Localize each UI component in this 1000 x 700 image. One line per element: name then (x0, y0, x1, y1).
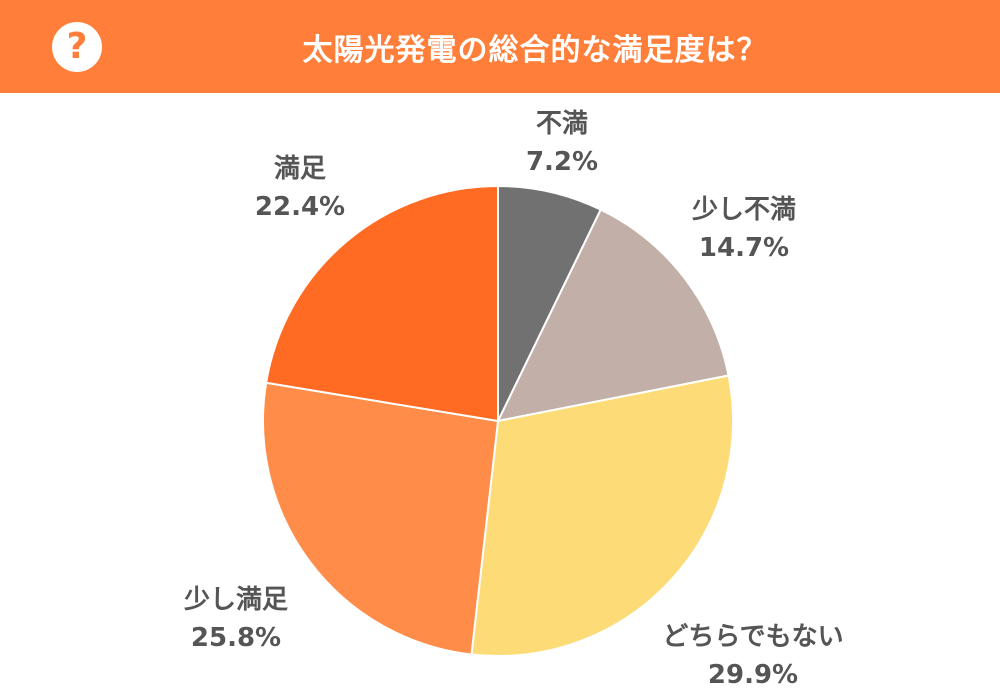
slice-value-label: 7.2% (526, 147, 598, 177)
slice-value-label: 14.7% (699, 233, 789, 263)
pie-slice (264, 184, 499, 423)
slice-category-label: どちらでもない (662, 622, 843, 652)
chart-header: ? 太陽光発電の総合的な満足度は？ (0, 0, 1000, 93)
slice-category-label: 満足 (274, 154, 326, 184)
pie-slice (497, 184, 603, 422)
slice-value-label: 25.8% (191, 623, 281, 653)
slice-category-label: 少し不満 (691, 195, 796, 225)
slice-value-label: 29.9% (708, 660, 798, 690)
slice-category-label: 不満 (536, 109, 588, 139)
chart-title: 太陽光発電の総合的な満足度は？ (302, 32, 768, 68)
pie-slice (470, 374, 734, 657)
pie-slice (262, 381, 500, 656)
question-icon: ? (52, 22, 102, 72)
slice-category-label: 少し満足 (183, 585, 288, 615)
pie-slice (496, 208, 730, 423)
slice-value-label: 22.4% (255, 192, 345, 222)
